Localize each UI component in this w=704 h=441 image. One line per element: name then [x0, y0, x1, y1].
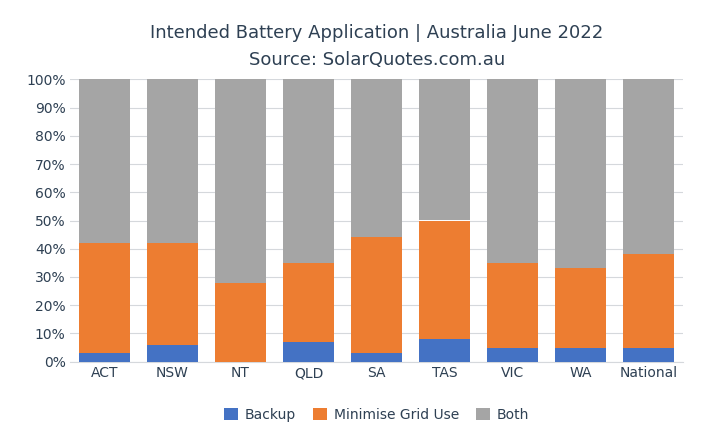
Bar — [623, 254, 674, 348]
Bar — [487, 79, 539, 263]
Legend: Backup, Minimise Grid Use, Both: Backup, Minimise Grid Use, Both — [219, 403, 534, 427]
Bar — [351, 353, 402, 362]
Title: Intended Battery Application | Australia June 2022
Source: SolarQuotes.com.au: Intended Battery Application | Australia… — [150, 24, 603, 70]
Bar — [351, 79, 402, 237]
Bar — [487, 348, 539, 362]
Bar — [555, 79, 606, 269]
Bar — [419, 220, 470, 339]
Bar — [623, 348, 674, 362]
Bar — [283, 263, 334, 342]
Bar — [487, 263, 539, 348]
Bar — [79, 353, 130, 362]
Bar — [419, 339, 470, 362]
Bar — [147, 345, 198, 362]
Bar — [215, 283, 266, 362]
Bar — [215, 79, 266, 283]
Bar — [147, 243, 198, 345]
Bar — [419, 79, 470, 220]
Bar — [555, 269, 606, 348]
Bar — [555, 348, 606, 362]
Bar — [79, 243, 130, 353]
Bar — [79, 79, 130, 243]
Bar — [283, 342, 334, 362]
Bar — [351, 237, 402, 353]
Bar — [147, 79, 198, 243]
Bar — [623, 79, 674, 254]
Bar — [283, 79, 334, 263]
